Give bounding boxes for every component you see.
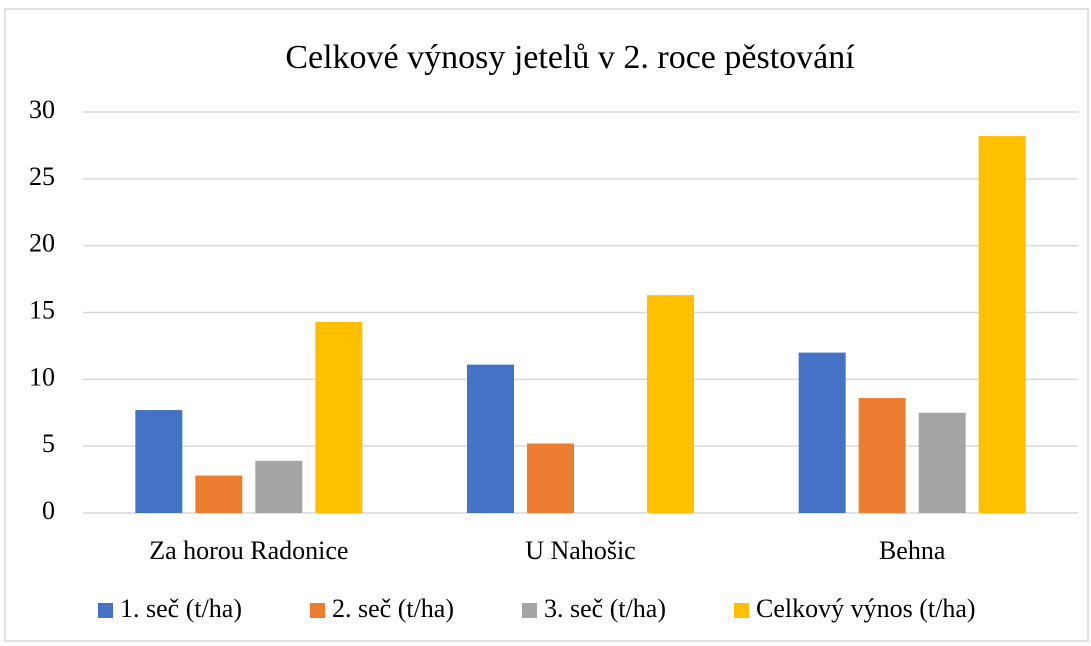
- legend-label: 1. seč (t/ha): [120, 594, 242, 623]
- y-tick-label: 20: [29, 229, 55, 258]
- legend-label: 2. seč (t/ha): [332, 594, 454, 623]
- y-tick-label: 10: [29, 362, 55, 391]
- bar: [647, 295, 694, 513]
- bar: [467, 364, 514, 513]
- chart-title: Celkové výnosy jetelů v 2. roce pěstován…: [285, 39, 855, 76]
- bar: [918, 412, 966, 513]
- y-tick-label: 30: [29, 95, 55, 124]
- bar: [315, 321, 363, 513]
- y-tick-label: 15: [29, 295, 55, 324]
- bar: [527, 443, 574, 513]
- bar: [858, 398, 906, 513]
- y-tick-label: 5: [42, 429, 55, 458]
- legend-label: 3. seč (t/ha): [544, 594, 666, 623]
- bar: [798, 352, 846, 513]
- legend-label: Celkový výnos (t/ha): [756, 594, 976, 623]
- x-tick-label: U Nahošic: [525, 536, 635, 565]
- legend-swatch: [734, 603, 749, 618]
- chart-border: [4, 8, 1089, 642]
- legend-swatch: [522, 603, 537, 618]
- x-tick-label: Za horou Radonice: [149, 536, 348, 565]
- y-tick-label: 25: [29, 162, 55, 191]
- bar: [195, 475, 243, 513]
- legend-swatch: [310, 603, 325, 618]
- bar: [978, 136, 1026, 513]
- x-tick-label: Behna: [879, 536, 946, 565]
- y-tick-label: 0: [42, 496, 55, 525]
- legend-swatch: [98, 603, 113, 618]
- bar: [135, 410, 183, 513]
- bar: [255, 460, 303, 513]
